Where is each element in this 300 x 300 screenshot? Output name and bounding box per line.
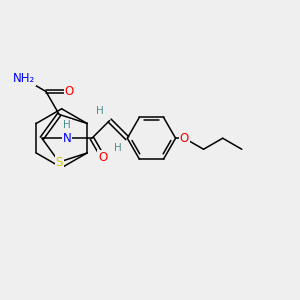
Text: N: N	[62, 132, 71, 145]
Text: H: H	[114, 142, 122, 153]
Text: O: O	[180, 132, 189, 145]
Text: S: S	[56, 155, 63, 169]
Text: O: O	[98, 151, 108, 164]
Text: H: H	[63, 120, 71, 130]
Text: O: O	[65, 85, 74, 98]
Text: NH₂: NH₂	[13, 72, 35, 86]
Text: H: H	[96, 106, 104, 116]
